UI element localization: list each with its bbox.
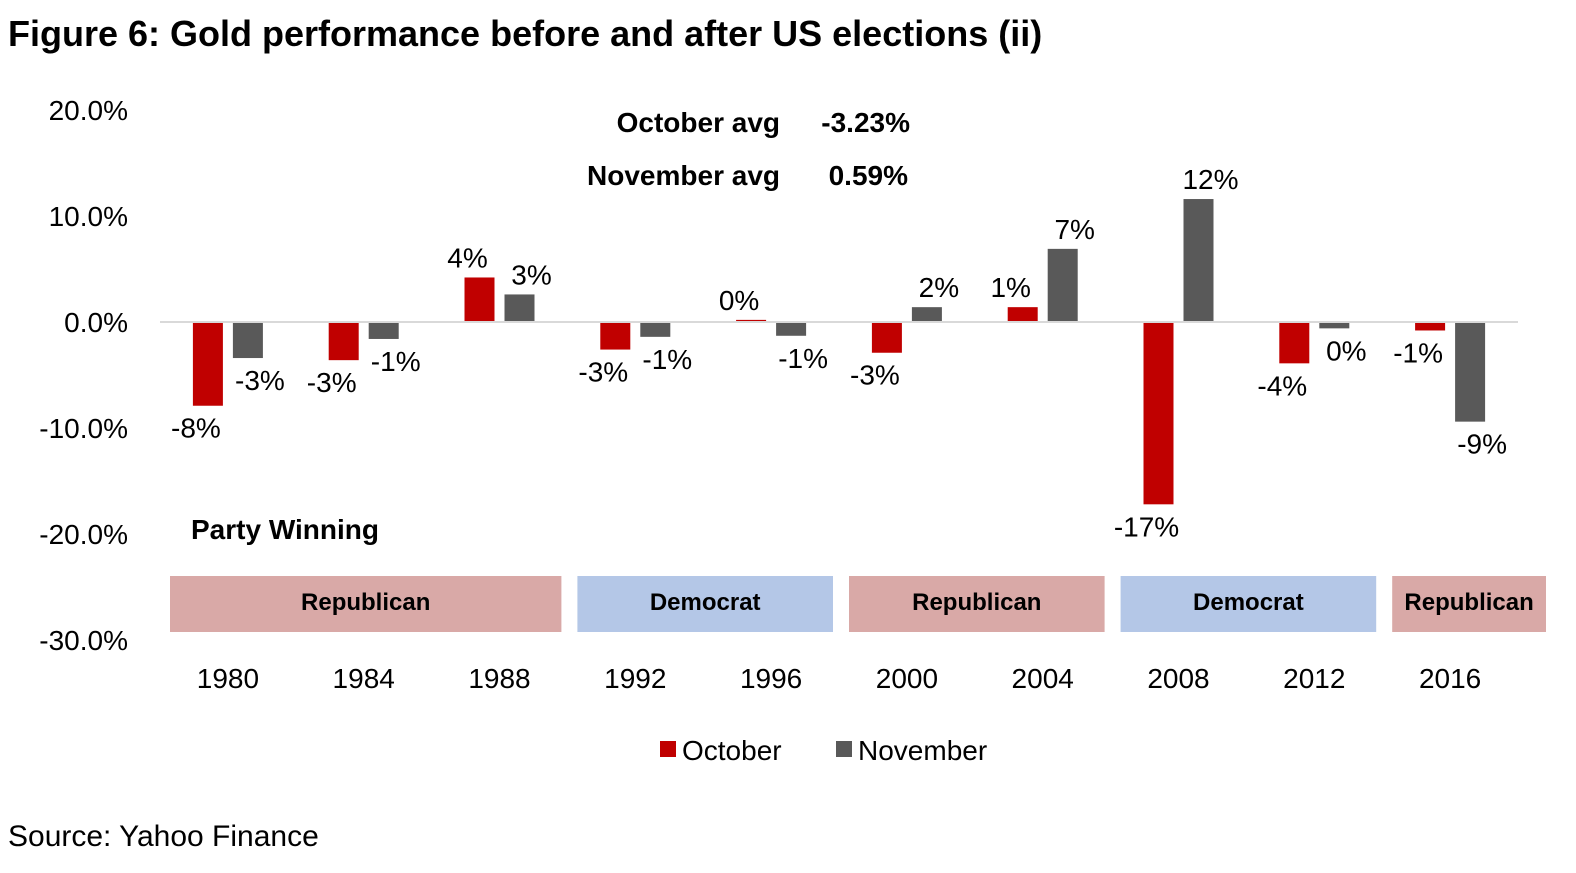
party-band-democrat — [1120, 576, 1377, 632]
x-tick-label: 1996 — [740, 663, 802, 694]
bar-october-1984 — [328, 322, 359, 361]
y-tick-label: -30.0% — [39, 625, 128, 656]
x-tick-label: 1984 — [333, 663, 395, 694]
y-tick-label: -10.0% — [39, 413, 128, 444]
data-label-october-2016: -1% — [1393, 337, 1443, 368]
bars: -8% -3% 4% -3% 0% -3% 1% -17% -4% -1% -3% -1% 3% -1% -… — [171, 164, 1507, 542]
x-tick-label: 1988 — [468, 663, 530, 694]
party-heading: Party Winning — [191, 514, 379, 545]
nov-avg-value: 0.59% — [829, 160, 908, 191]
oct-avg-value: -3.23% — [821, 107, 910, 138]
party-band-democrat — [577, 576, 833, 632]
party-band-label: Republican — [912, 589, 1041, 616]
party-band-label: Democrat — [1193, 589, 1304, 616]
data-label-october-2008: -17% — [1114, 511, 1179, 542]
bar-november-2016 — [1455, 322, 1486, 422]
data-label-october-2000: -3% — [850, 360, 900, 391]
bar-november-1984 — [368, 322, 399, 339]
x-axis: 1980 1984 1988 1992 1996 2000 2004 2008 2012 2016 — [160, 321, 1518, 694]
bar-october-1992 — [600, 322, 631, 350]
data-label-november-2000: 2% — [919, 272, 959, 303]
bar-october-1988 — [464, 277, 495, 322]
data-label-november-1996: -1% — [778, 343, 828, 374]
bar-october-2008 — [1143, 322, 1174, 505]
y-axis: 20.0% 10.0% 0.0% -10.0% -20.0% -30.0% — [39, 95, 128, 656]
bar-november-2012 — [1319, 322, 1350, 329]
party-band-label: Republican — [301, 589, 430, 616]
y-tick-label: 20.0% — [49, 95, 128, 126]
party-band-republican — [1392, 576, 1546, 632]
party-bands: Republican Democrat Republican Democrat Repu… — [170, 576, 1546, 632]
x-tick-label: 2008 — [1147, 663, 1209, 694]
bar-november-1980 — [232, 322, 263, 359]
bar-october-2000 — [871, 322, 902, 353]
data-label-october-1984: -3% — [307, 367, 357, 398]
x-tick-label: 1980 — [197, 663, 259, 694]
chart-title: Figure 6: Gold performance before and af… — [8, 13, 1042, 54]
data-label-october-1996: 0% — [719, 285, 759, 316]
data-label-november-1984: -1% — [371, 346, 421, 377]
data-label-november-1992: -1% — [642, 344, 692, 375]
bar-october-1996 — [736, 319, 767, 322]
data-label-october-1988: 4% — [447, 242, 487, 273]
legend-swatch-november — [836, 741, 852, 757]
oct-avg-label: October avg — [617, 107, 780, 138]
bar-november-1996 — [776, 322, 807, 336]
data-label-november-2016: -9% — [1457, 429, 1507, 460]
data-label-november-1988: 3% — [511, 259, 551, 290]
bar-october-1980 — [192, 322, 223, 406]
x-tick-label: 2000 — [876, 663, 938, 694]
x-tick-label: 2016 — [1419, 663, 1481, 694]
data-label-october-2004: 1% — [990, 272, 1030, 303]
data-label-november-2004: 7% — [1054, 214, 1094, 245]
y-tick-label: 10.0% — [49, 201, 128, 232]
y-tick-label: -20.0% — [39, 519, 128, 550]
bar-october-2012 — [1279, 322, 1310, 364]
data-label-november-1980: -3% — [235, 365, 285, 396]
y-tick-label: 0.0% — [64, 307, 128, 338]
data-label-october-1992: -3% — [578, 357, 628, 388]
bar-november-2008 — [1183, 199, 1214, 322]
data-label-october-1980: -8% — [171, 413, 221, 444]
bar-october-2016 — [1415, 322, 1446, 331]
data-label-october-2012: -4% — [1257, 370, 1307, 401]
party-band-republican — [849, 576, 1105, 632]
party-band-republican — [170, 576, 562, 632]
bar-november-1992 — [640, 322, 671, 337]
source-note: Source: Yahoo Finance — [8, 820, 319, 853]
bar-november-2004 — [1047, 248, 1078, 322]
party-band-label: Republican — [1404, 589, 1533, 616]
nov-avg-label: November avg — [587, 160, 780, 191]
legend-label-november: November — [858, 735, 987, 766]
bar-november-2000 — [911, 307, 942, 322]
data-label-november-2012: 0% — [1326, 335, 1366, 366]
legend-label-october: October — [682, 735, 782, 766]
bar-october-2004 — [1007, 307, 1038, 322]
bar-november-1988 — [504, 294, 535, 322]
legend: October November — [660, 735, 987, 766]
legend-swatch-october — [660, 741, 676, 757]
x-tick-label: 2012 — [1283, 663, 1345, 694]
data-label-november-2008: 12% — [1182, 164, 1238, 195]
x-tick-label: 1992 — [604, 663, 666, 694]
party-band-label: Democrat — [650, 589, 761, 616]
x-tick-label: 2004 — [1012, 663, 1074, 694]
